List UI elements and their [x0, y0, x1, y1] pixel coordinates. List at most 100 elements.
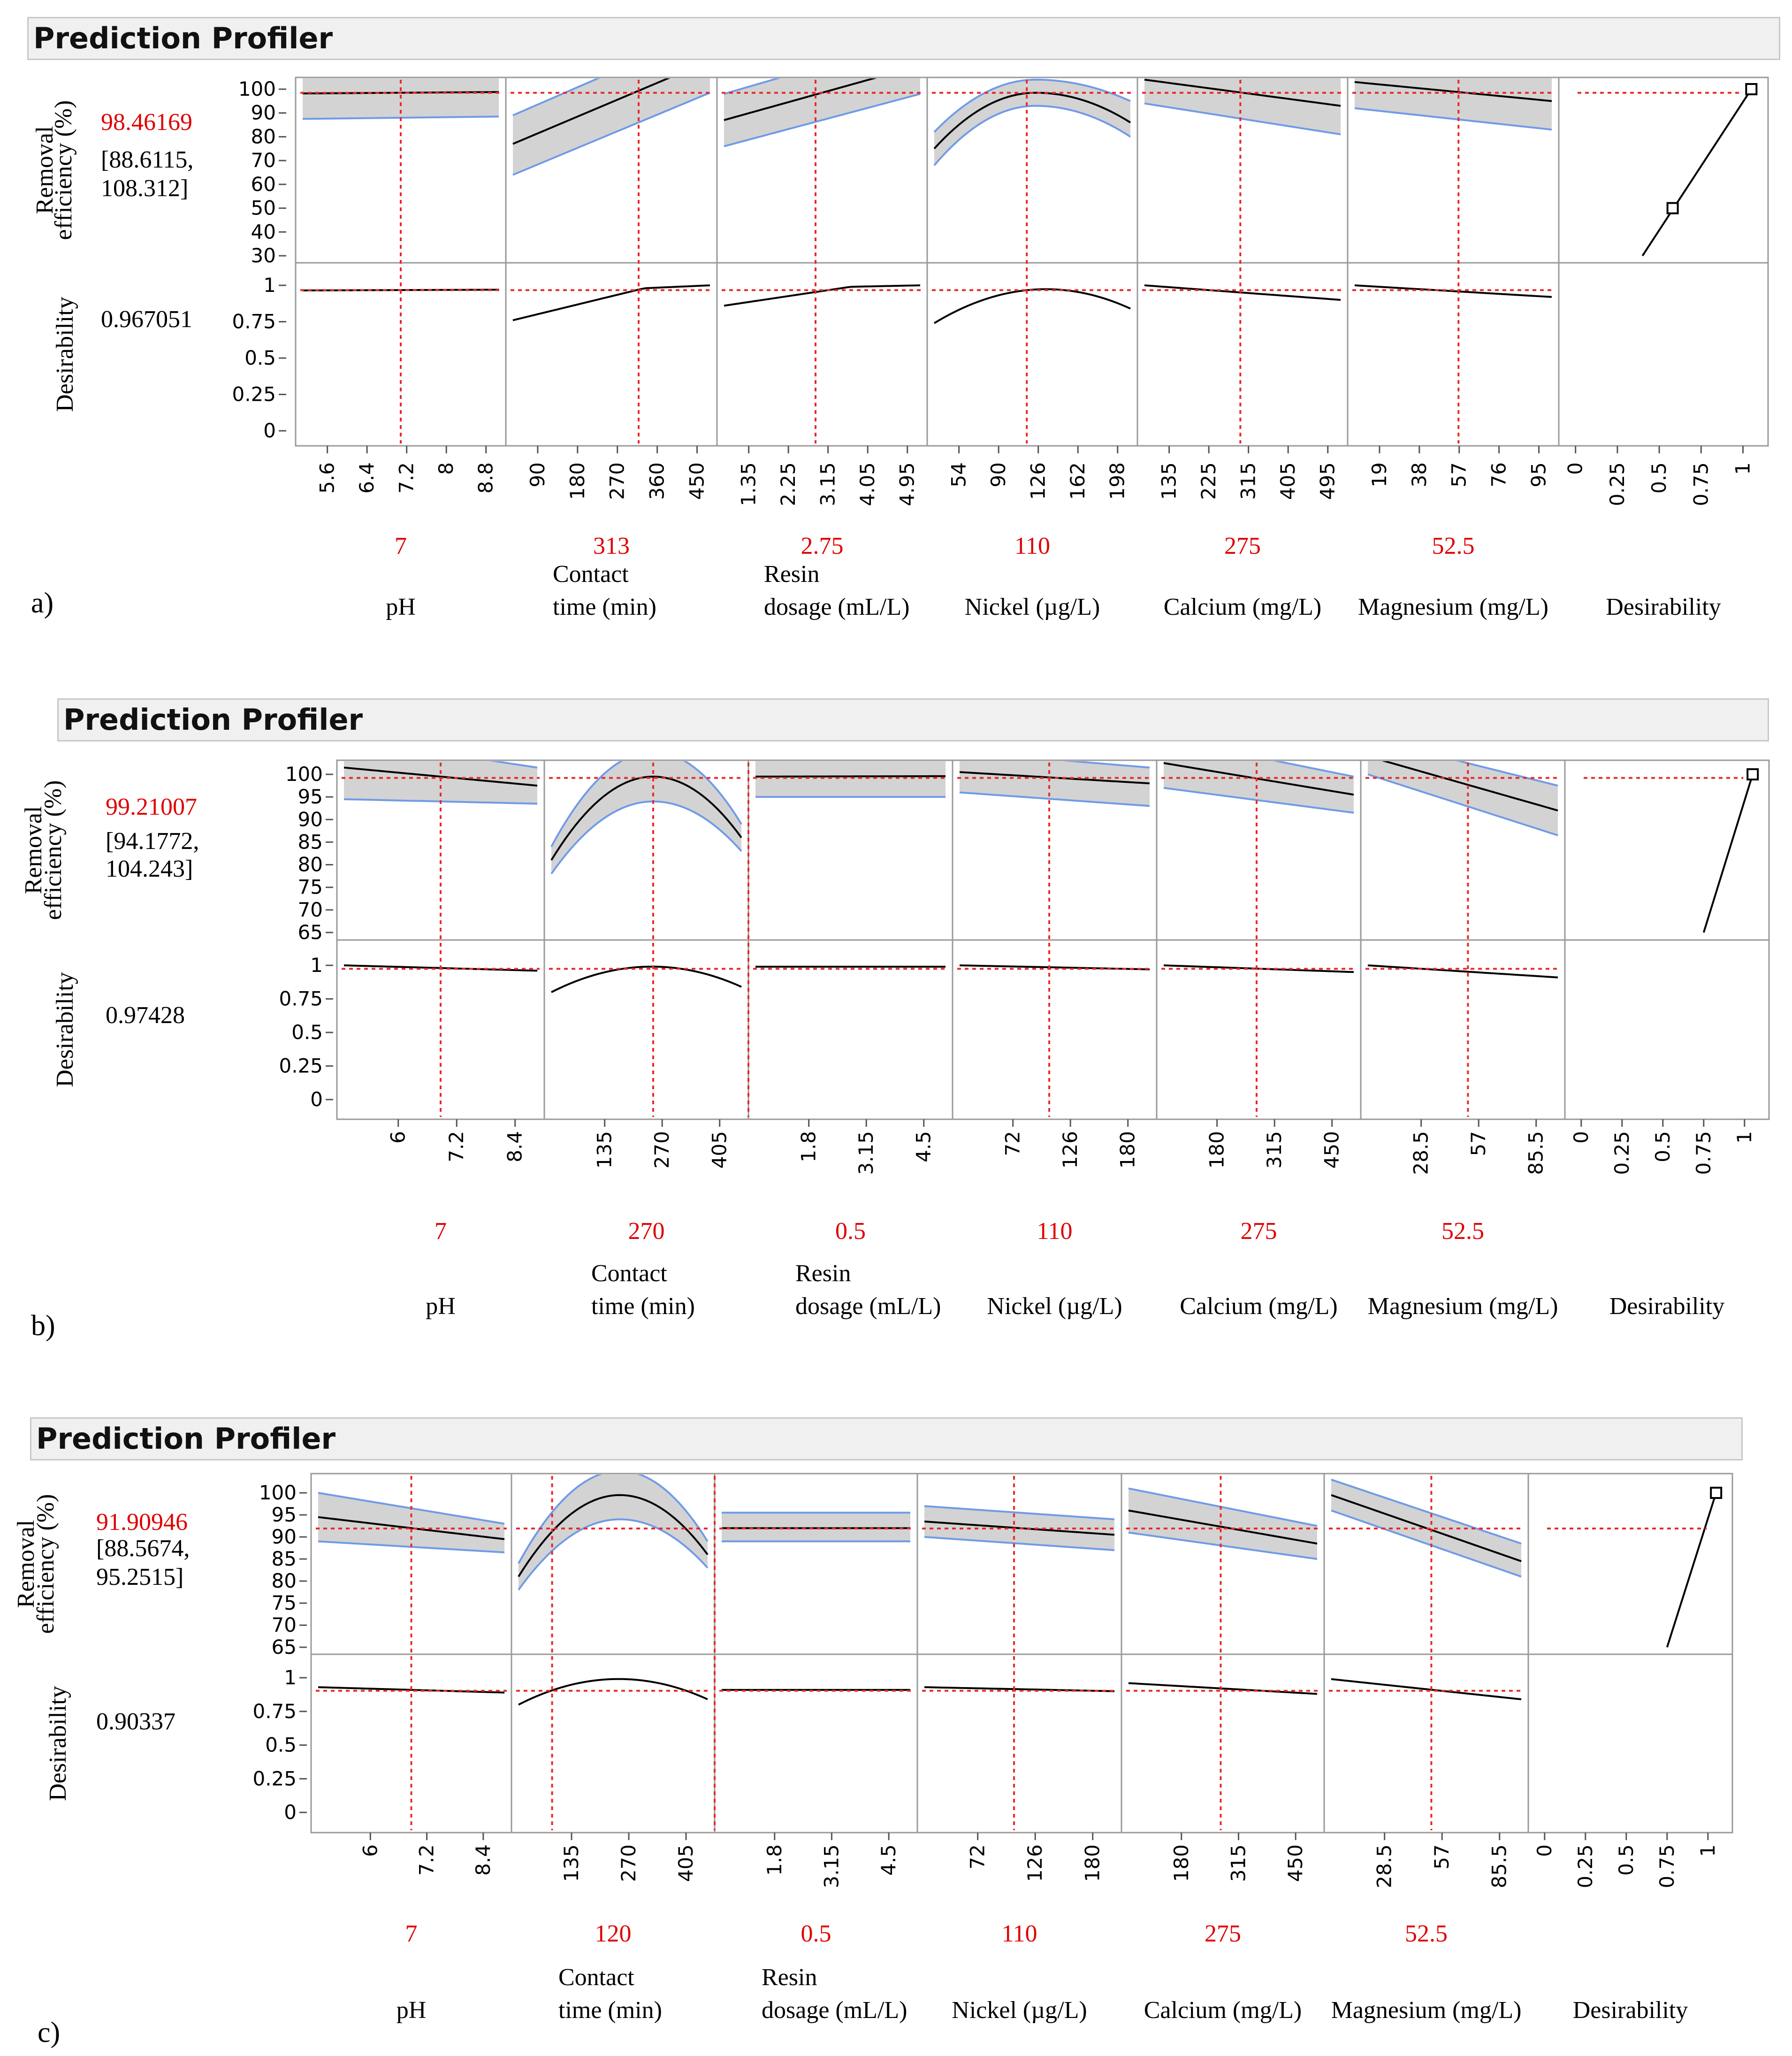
- cell-plot-area: [1367, 761, 1558, 836]
- factor-name: Desirability: [1609, 1293, 1725, 1320]
- x-tick-label: 315: [1237, 462, 1260, 500]
- cell-plot-area: [1144, 56, 1341, 136]
- x-tick-label: 95: [1527, 462, 1550, 487]
- factor-current-value: 0.5: [835, 1218, 866, 1245]
- x-tick-label: 1.35: [737, 462, 760, 506]
- confidence-interval-lower: [88.5674,: [96, 1535, 190, 1562]
- confidence-band-upper-edge: [550, 761, 742, 848]
- x-tick-label: 315: [1263, 1131, 1286, 1169]
- desirability-cell-frame: [1121, 1653, 1325, 1834]
- profile-cell-3: 110 54 90 126 162 198 Nickel (µg/L): [926, 76, 1138, 620]
- profiler-panel-b: 1009590858075706510.750.50.250Removaleff…: [20, 759, 1770, 1320]
- factor-name: Resin: [762, 1964, 817, 1991]
- profiler-panel-c: 1009590858075706510.750.50.250Removaleff…: [13, 1473, 1733, 2024]
- profiler-panel-a: 1009080706050403010.750.50.250Removaleff…: [31, 56, 1769, 620]
- confidence-band-upper-edge: [924, 1505, 1115, 1521]
- profile-cell-5: 52.5 28.5 57 85.5 Magnesium (mg/L): [1360, 759, 1566, 1320]
- x-tick-label: 7.2: [415, 1844, 438, 1876]
- cell-plot-area: [1163, 761, 1354, 814]
- y2-tick-label: 0.25: [232, 383, 276, 406]
- x-tick-label: 360: [646, 462, 669, 500]
- desirability-trace: [933, 288, 1131, 324]
- x-tick-label: 85.5: [1488, 1844, 1511, 1888]
- confidence-band-lower-edge: [1367, 773, 1558, 836]
- x-tick-label: 0.5: [1647, 462, 1670, 494]
- profile-cell-0: 7 6 7.2 8.4 pH: [310, 1473, 512, 2024]
- y1-tick-label: 80: [298, 853, 323, 876]
- profile-cell-0: 7 6 7.2 8.4 pH: [336, 759, 545, 1320]
- x-tick-label: 54: [947, 462, 970, 487]
- y1-tick-label: 75: [272, 1591, 297, 1614]
- panel-b-label: b): [31, 1310, 55, 1342]
- x-tick-label: 135: [1158, 462, 1181, 500]
- x-tick-label: 19: [1368, 462, 1391, 487]
- y1-tick-label: 95: [272, 1503, 297, 1526]
- prediction-trace: [959, 771, 1150, 785]
- factor-current-value: 0.5: [801, 1920, 831, 1947]
- y1-axis-title: Removal: [20, 806, 47, 894]
- response-cell-frame: [714, 1473, 918, 1655]
- y1-tick-label: 60: [251, 173, 276, 196]
- factor-name: Calcium (mg/L): [1164, 594, 1321, 620]
- factor-current-value: 313: [593, 533, 630, 559]
- y1-tick-label: 70: [298, 898, 323, 921]
- y1-axis-title: efficiency (%): [50, 100, 77, 240]
- confidence-band-lower-edge: [933, 105, 1131, 166]
- confidence-band: [551, 761, 741, 874]
- x-tick-label: 450: [686, 462, 709, 500]
- desirability-trace: [1367, 964, 1558, 978]
- factor-current-value: 52.5: [1405, 1920, 1448, 1947]
- factor-current-value: 275: [1205, 1920, 1241, 1947]
- y1-tick-label: 70: [251, 149, 276, 172]
- confidence-band-lower-edge: [512, 92, 710, 176]
- y2-axis-title: Desirability: [52, 297, 78, 412]
- x-tick-label: 7.2: [445, 1131, 468, 1162]
- y2-tick-label: 0.25: [279, 1055, 323, 1078]
- x-tick-label: 4.05: [856, 462, 879, 506]
- x-tick-label: 8.4: [503, 1131, 526, 1162]
- desirability-cell-frame: [1527, 1653, 1733, 1834]
- x-tick-label: 57: [1430, 1844, 1453, 1869]
- x-tick-label: 180: [1116, 1131, 1139, 1169]
- factor-name: Resin: [795, 1260, 851, 1287]
- factor-current-value: 52.5: [1432, 533, 1475, 559]
- y2-tick-label: 0: [310, 1088, 323, 1111]
- y1-tick-label: 65: [272, 1636, 297, 1659]
- x-tick-label: 162: [1066, 462, 1089, 500]
- confidence-band: [934, 79, 1130, 166]
- y1-tick-label: 30: [251, 244, 276, 267]
- confidence-band-lower-edge: [1128, 1531, 1318, 1560]
- x-tick-label: 72: [966, 1844, 989, 1869]
- desirability-function-line: [1641, 88, 1752, 257]
- profile-cell-4: 275 135 225 315 405 495 Calcium (mg/L): [1136, 56, 1349, 620]
- x-tick-label: 0.75: [1692, 1131, 1715, 1175]
- profile-cell-6: 0 0.25 0.5 0.75 1 Desirability: [1564, 759, 1770, 1320]
- x-tick-label: 198: [1106, 462, 1129, 500]
- factor-name: pH: [426, 1293, 456, 1320]
- x-tick-label: 57: [1448, 462, 1471, 487]
- profile-cell-4: 275 180 315 450 Calcium (mg/L): [1121, 1473, 1325, 2024]
- panel-a-header: Prediction Profiler: [27, 17, 1780, 60]
- confidence-band-upper-edge: [489, 761, 538, 769]
- x-tick-label: 405: [708, 1131, 731, 1169]
- x-tick-label: 4.5: [877, 1844, 900, 1876]
- x-tick-label: 450: [1320, 1131, 1343, 1169]
- y2-tick-label: 0.5: [244, 346, 276, 369]
- prediction-trace: [343, 766, 538, 787]
- confidence-band-upper-edge: [933, 78, 1131, 133]
- cell-plot-area: [1128, 1487, 1318, 1560]
- x-tick-label: 2.25: [777, 462, 800, 506]
- desirability-trace: [512, 284, 710, 321]
- predicted-response-value: 99.21007: [106, 794, 197, 820]
- x-tick-label: 126: [1059, 1131, 1082, 1169]
- cell-plot-area: [1354, 78, 1552, 131]
- y1-tick-label: 75: [298, 876, 323, 899]
- profile-cell-5: 52.5 19 38 57 76 95 Magnesium (mg/L): [1347, 76, 1560, 620]
- cell-plot-area: [724, 78, 921, 147]
- confidence-band-upper-edge: [1144, 56, 1341, 77]
- x-tick-label: 4.5: [912, 1131, 935, 1162]
- confidence-interval-upper: 108.312]: [101, 175, 188, 202]
- x-tick-label: 38: [1408, 462, 1431, 487]
- y2-tick-label: 0.75: [252, 1700, 297, 1723]
- x-tick-label: 1: [1733, 1131, 1756, 1144]
